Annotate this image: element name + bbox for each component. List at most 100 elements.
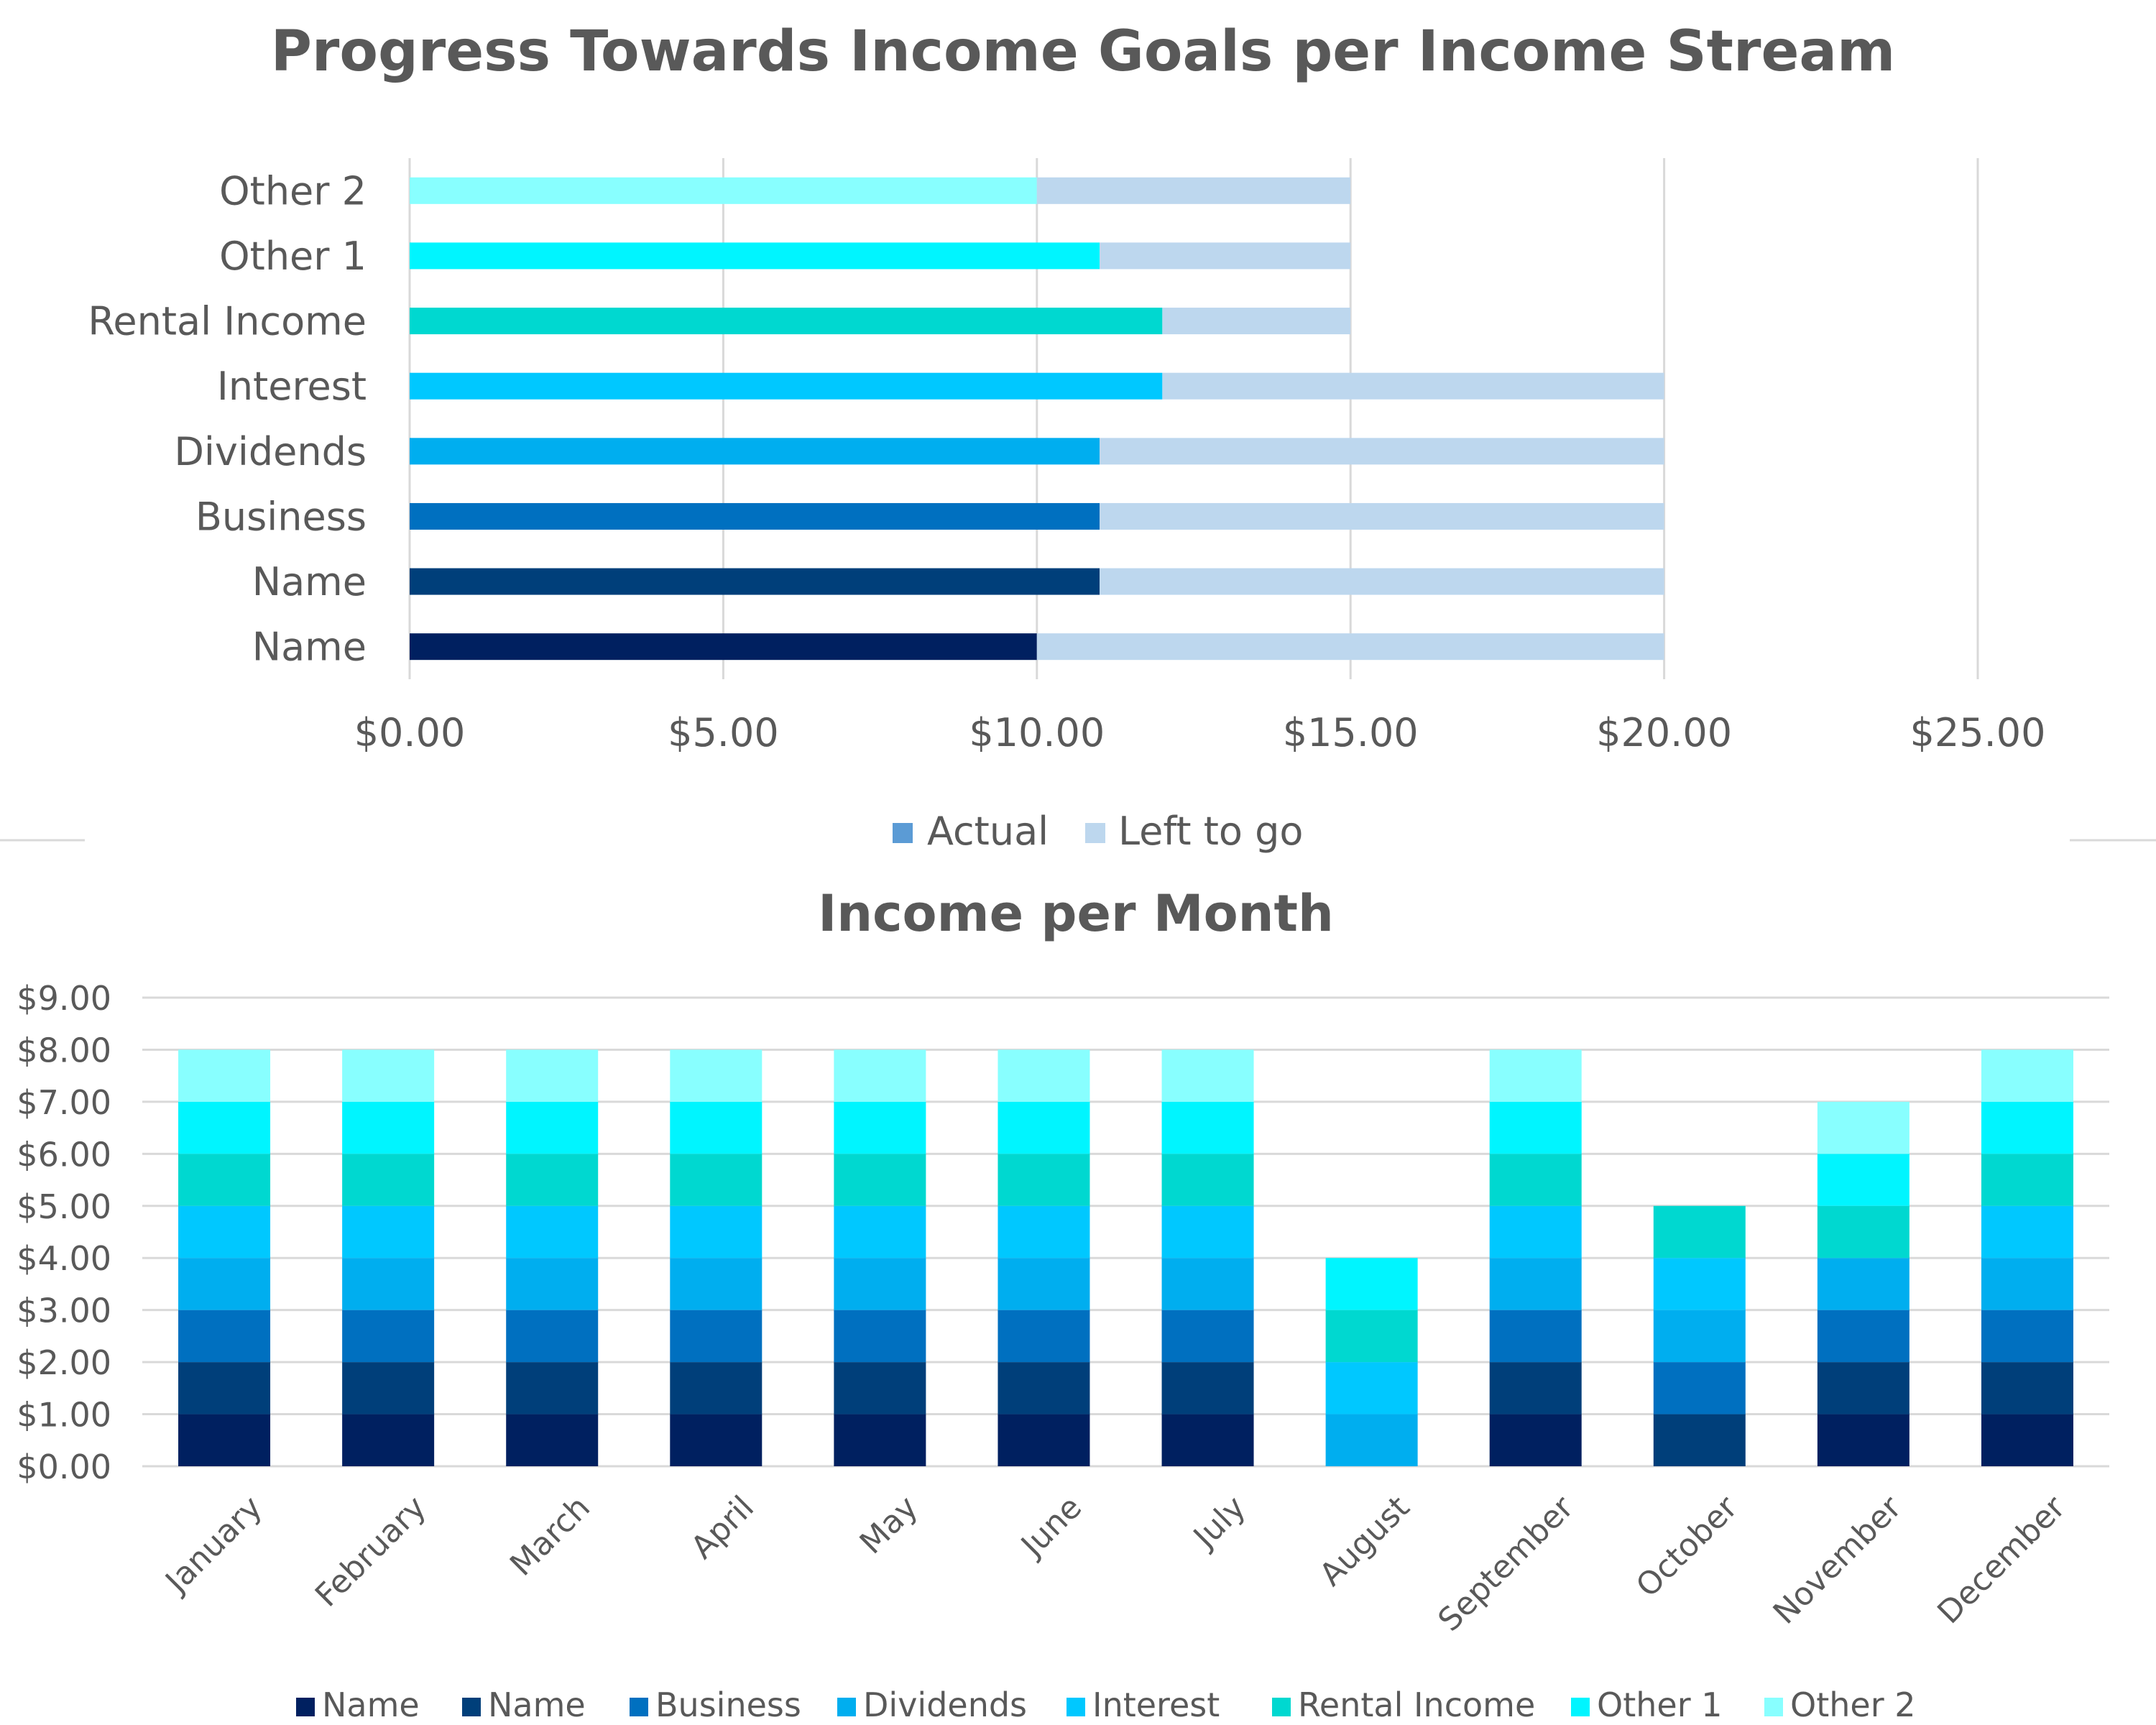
segment-march-5-rental-income: [506, 1154, 599, 1206]
segment-september-7-other-2: [1489, 1049, 1582, 1102]
segment-march-0-name: [506, 1414, 599, 1466]
monthly-income-chart-bars: [178, 1049, 2073, 1466]
bar-actual-0-name: [410, 633, 1037, 661]
segment-november-3-dividends: [1817, 1258, 1909, 1310]
segment-february-4-interest: [342, 1205, 435, 1259]
legend-swatch-0-name: [296, 1698, 315, 1716]
bar-left-to-go-5-rental-income: [1162, 308, 1351, 335]
segment-january-2-business: [178, 1310, 271, 1363]
segment-december-4-interest: [1981, 1205, 2073, 1259]
bar-actual-7-other-2: [410, 177, 1037, 204]
y-tick-label-5: $5.00: [17, 1187, 111, 1226]
segment-july-4-interest: [1161, 1205, 1254, 1259]
bar-left-to-go-3-dividends: [1100, 438, 1664, 465]
category-label-1-name: Name: [252, 559, 367, 604]
segment-february-1-name: [342, 1362, 435, 1414]
segment-april-6-other-1: [670, 1101, 763, 1154]
bar-actual-1-name: [410, 568, 1100, 595]
segment-june-4-interest: [998, 1205, 1090, 1259]
bar-left-to-go-2-business: [1100, 502, 1664, 530]
progress-chart-bars: [410, 177, 1664, 661]
segment-november-2-business: [1817, 1310, 1909, 1363]
segment-july-6-other-1: [1161, 1101, 1254, 1154]
x-tick-label-4: $20.00: [1596, 710, 1732, 755]
category-label-2-business: Business: [195, 494, 367, 539]
bar-left-to-go-1-name: [1100, 568, 1664, 595]
segment-march-1-name: [506, 1362, 599, 1414]
segment-march-7-other-2: [506, 1049, 599, 1102]
category-label-3-dividends: Dividends: [174, 429, 367, 474]
bar-actual-4-interest: [410, 372, 1163, 400]
segment-february-3-dividends: [342, 1258, 435, 1310]
legend-swatch-4-interest: [1067, 1698, 1085, 1716]
segment-march-6-other-1: [506, 1101, 599, 1154]
segment-january-7-other-2: [178, 1049, 271, 1102]
bar-left-to-go-4-interest: [1162, 372, 1664, 400]
monthly-income-chart-gridlines: [142, 996, 2109, 1468]
x-tick-label-1: $5.00: [668, 710, 779, 755]
segment-march-3-dividends: [506, 1258, 599, 1310]
x-tick-label-3: $15.00: [1283, 710, 1419, 755]
segment-may-4-interest: [834, 1205, 926, 1259]
monthly-income-chart-legend: Name Name Business Dividends Interest Rental …: [296, 1685, 1916, 1724]
y-tick-label-3: $3.00: [17, 1292, 111, 1330]
segment-june-1-name: [998, 1362, 1090, 1414]
segment-november-7-other-2: [1817, 1101, 1909, 1154]
x-tick-label-5: $25.00: [1910, 710, 2046, 755]
progress-chart-category-labels: Name Name Business Dividends Interest Rental …: [88, 168, 367, 669]
bar-actual-6-other-1: [410, 242, 1100, 270]
bar-actual-3-dividends: [410, 438, 1100, 465]
legend-label-2-business: Business: [655, 1685, 801, 1724]
y-tick-label-8: $8.00: [17, 1031, 111, 1070]
category-label-4-interest: Interest: [217, 364, 367, 409]
legend-label-0-name: Name: [322, 1685, 420, 1724]
segment-september-5-rental-income: [1489, 1154, 1582, 1206]
legend-swatch-3-dividends: [837, 1698, 856, 1716]
bar-actual-2-business: [410, 502, 1100, 530]
segment-november-0-name: [1817, 1414, 1909, 1466]
segment-december-1-name: [1981, 1362, 2073, 1414]
segment-august-6-other-1: [1325, 1258, 1418, 1310]
segment-october-1-name: [1653, 1414, 1746, 1466]
progress-chart: Progress Towards Income Goals per Income…: [88, 19, 2045, 854]
legend-label-1-name: Name: [488, 1685, 586, 1724]
segment-december-5-rental-income: [1981, 1154, 2073, 1206]
category-label-5-rental-income: Rental Income: [88, 299, 367, 344]
segment-february-2-business: [342, 1310, 435, 1363]
legend-label-7-other-2: Other 2: [1790, 1685, 1916, 1724]
segment-december-6-other-1: [1981, 1101, 2073, 1154]
legend-label-actual: Actual: [927, 809, 1049, 854]
bar-left-to-go-7-other-2: [1036, 177, 1351, 204]
segment-february-5-rental-income: [342, 1154, 435, 1206]
segment-june-6-other-1: [998, 1101, 1090, 1154]
x-tick-label-2: $10.00: [969, 710, 1105, 755]
segment-may-0-name: [834, 1414, 926, 1466]
segment-may-3-dividends: [834, 1258, 926, 1310]
monthly-income-chart-y-tick-labels: $0.00 $1.00 $2.00 $3.00 $4.00 $5.00 $6.00 $7.00…: [17, 979, 111, 1486]
segment-january-5-rental-income: [178, 1154, 271, 1206]
segment-august-3-dividends: [1325, 1414, 1418, 1466]
segment-november-6-other-1: [1817, 1154, 1909, 1206]
segment-june-2-business: [998, 1310, 1090, 1363]
segment-april-1-name: [670, 1362, 763, 1414]
segment-september-6-other-1: [1489, 1101, 1582, 1154]
segment-january-3-dividends: [178, 1258, 271, 1310]
category-label-6-other-1: Other 1: [219, 234, 367, 279]
category-label-7-other-2: Other 2: [219, 168, 367, 213]
segment-january-4-interest: [178, 1205, 271, 1259]
legend-label-4-interest: Interest: [1092, 1685, 1220, 1724]
segment-november-1-name: [1817, 1362, 1909, 1414]
segment-april-0-name: [670, 1414, 763, 1466]
segment-april-4-interest: [670, 1205, 763, 1259]
progress-chart-title: Progress Towards Income Goals per Income…: [271, 19, 1896, 84]
segment-july-2-business: [1161, 1310, 1254, 1363]
segment-december-3-dividends: [1981, 1258, 2073, 1310]
segment-april-3-dividends: [670, 1258, 763, 1310]
legend-swatch-5-rental-income: [1272, 1698, 1291, 1716]
segment-september-0-name: [1489, 1414, 1582, 1466]
segment-may-2-business: [834, 1310, 926, 1363]
legend-label-5-rental-income: Rental Income: [1298, 1685, 1535, 1724]
segment-january-6-other-1: [178, 1101, 271, 1154]
segment-may-7-other-2: [834, 1049, 926, 1102]
